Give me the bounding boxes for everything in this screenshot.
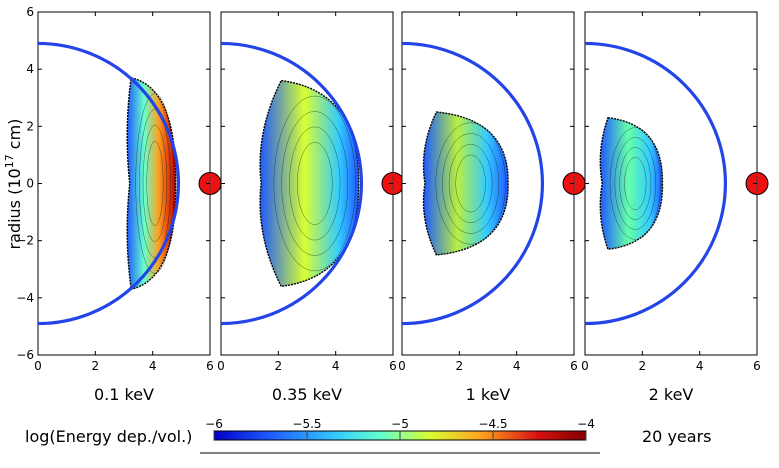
y-tick-label: 6 [26, 5, 34, 19]
panel-4: 0 2 4 6 2 keV [581, 11, 769, 404]
contour-line [609, 127, 661, 240]
contour-line [139, 109, 171, 258]
y-tick-label: −2 [16, 234, 34, 248]
panel-energy-label: 2 keV [649, 385, 694, 404]
contour-line [435, 122, 506, 245]
panel-energy-label: 1 keV [466, 385, 511, 404]
panel-energy-label: 0.1 keV [94, 385, 154, 404]
contour-line [614, 137, 657, 230]
y-tick-label: 0 [26, 177, 34, 191]
shell-boundary [584, 41, 727, 326]
panel-1: 0 2 4 6 6 4 2 0 −2 −4 −6 0.1 keV [16, 5, 222, 404]
x-tick-label: 6 [389, 359, 397, 373]
colorbar-tick-label: −4.5 [478, 417, 507, 431]
x-tick-label: 0 [217, 359, 225, 373]
colorbar-ticks: −6 −5.5 −5 −4.5 −4 [205, 417, 595, 440]
contour-line [455, 154, 486, 213]
x-tick-label: 6 [206, 359, 214, 373]
emission-region [599, 116, 664, 251]
x-tick-label: 4 [513, 359, 521, 373]
x-tick-label: 4 [332, 359, 340, 373]
x-tick-label: 4 [696, 359, 704, 373]
emission-region [422, 111, 509, 256]
x-tick-label: 0 [398, 359, 406, 373]
panel-3: 0 2 4 6 1 keV [398, 11, 586, 404]
colorbar-tick-label: −6 [205, 417, 223, 431]
y-axis-label-exponent: 17 [3, 154, 16, 168]
contour-line [448, 143, 493, 224]
y-tick-label: 4 [26, 62, 34, 76]
y-tick-label: 2 [26, 119, 34, 133]
panel-2: 0 2 4 6 0.35 keV [217, 11, 405, 404]
y-axis-label: radius (1017 cm) [3, 119, 24, 250]
time-label: 20 years [642, 427, 711, 446]
x-tick-label: 2 [456, 359, 464, 373]
contour-line [624, 156, 647, 211]
x-tick-label: 4 [149, 359, 157, 373]
contour-line [619, 147, 652, 220]
contour-line [146, 140, 164, 227]
shell-boundary [401, 41, 544, 326]
y-tick-label: −4 [16, 291, 34, 305]
x-tick-label: 6 [753, 359, 761, 373]
colorbar-tick-label: −4 [577, 417, 595, 431]
contour-line [273, 95, 356, 272]
y-axis-label-unit: cm) [5, 119, 24, 155]
contour-line [289, 126, 341, 241]
y-tick-label: −6 [16, 348, 34, 362]
contour-line [442, 133, 500, 234]
colorbar: log(Energy dep./vol.) −6 −5.5 −5 −4.5 −4 20 … [25, 417, 711, 454]
x-tick-label: 0 [34, 359, 42, 373]
x-tick-label: 2 [92, 359, 100, 373]
panel-energy-label: 0.35 keV [272, 385, 342, 404]
colorbar-tick-label: −5.5 [292, 417, 321, 431]
panel-frame [37, 11, 211, 356]
contour-line [142, 125, 168, 242]
emission-region [259, 79, 360, 288]
x-tick-label: 6 [570, 359, 578, 373]
x-tick-label: 0 [581, 359, 589, 373]
contour-line [281, 111, 349, 256]
colorbar-tick-label: −5 [391, 417, 409, 431]
shell-boundary [37, 41, 180, 326]
x-tick-label: 2 [639, 359, 647, 373]
y-axis-label-base: radius (10 [5, 168, 24, 249]
panels: 0 2 4 6 6 4 2 0 −2 −4 −6 0.1 keV 0 2 4 6 0.35 keV 0 2 4 6 1 k… [16, 5, 769, 404]
contour-line [296, 142, 333, 225]
x-tick-label: 2 [275, 359, 283, 373]
contour-line [135, 93, 175, 274]
colorbar-title: log(Energy dep./vol.) [25, 427, 192, 446]
shell-boundary [220, 41, 363, 326]
